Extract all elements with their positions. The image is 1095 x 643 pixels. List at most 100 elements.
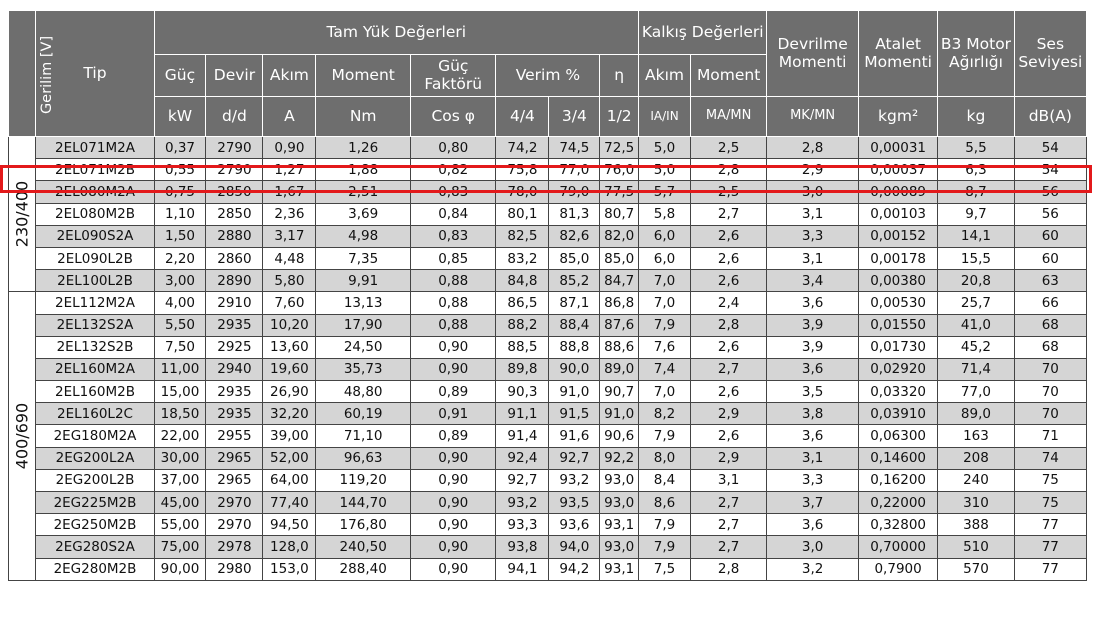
header-eta: η bbox=[599, 54, 640, 97]
table-cell: 82,5 bbox=[495, 224, 550, 248]
table-cell: 54 bbox=[1013, 158, 1088, 182]
unit-mkmn: MK/MN bbox=[766, 96, 859, 137]
table-row: 2EG250M2B 55,00 2970 94,50 176,80 0,90 93,3 93,… bbox=[9, 513, 1088, 537]
table-cell: 93,0 bbox=[599, 468, 640, 493]
table-cell: 0,02920 bbox=[857, 357, 939, 382]
table-cell: 510 bbox=[937, 535, 1015, 559]
table-cell: 91,4 bbox=[495, 424, 550, 448]
table-cell: 20,8 bbox=[937, 269, 1015, 293]
table-cell: 77,40 bbox=[262, 490, 317, 515]
cell-tip: 2EL100L2B bbox=[35, 269, 155, 293]
header-kalkis-moment: Moment bbox=[689, 54, 768, 97]
table-cell: 6,0 bbox=[638, 224, 691, 248]
table-cell: 17,90 bbox=[315, 313, 411, 337]
cell-tip: 2EL132S2A bbox=[35, 313, 155, 337]
table-cell: 2,7 bbox=[689, 202, 768, 226]
table-cell: 0,89 bbox=[409, 424, 497, 448]
table-cell: 5,0 bbox=[638, 158, 691, 182]
table-cell: 89,0 bbox=[937, 402, 1015, 426]
table-cell: 0,90 bbox=[409, 490, 497, 515]
table-cell: 2890 bbox=[205, 269, 264, 293]
header-devir: Devir bbox=[205, 54, 264, 97]
table-cell: 2980 bbox=[205, 557, 264, 581]
unit-dba: dB(A) bbox=[1013, 96, 1088, 137]
voltage-group-cell: 230/400 bbox=[7, 135, 37, 293]
table-cell: 2,6 bbox=[689, 269, 768, 293]
table-cell: 5,80 bbox=[262, 269, 317, 293]
cell-tip: 2EL090S2A bbox=[35, 224, 155, 248]
header-tam-yuk: Tam Yük Değerleri bbox=[153, 10, 640, 55]
table-cell: 72,5 bbox=[599, 135, 640, 160]
table-cell: 240,50 bbox=[315, 535, 411, 559]
table-cell: 163 bbox=[937, 424, 1015, 448]
unit-12: 1/2 bbox=[599, 96, 640, 137]
table-cell: 45,2 bbox=[937, 335, 1015, 359]
table-cell: 52,00 bbox=[262, 446, 317, 470]
table-cell: 2,51 bbox=[315, 180, 411, 204]
table-cell: 56 bbox=[1013, 202, 1088, 226]
table-cell: 3,5 bbox=[766, 380, 859, 404]
table-cell: 4,98 bbox=[315, 224, 411, 248]
table-cell: 75 bbox=[1013, 490, 1088, 515]
table-cell: 37,00 bbox=[153, 468, 207, 493]
table-row: 2EG225M2B 45,00 2970 77,40 144,70 0,90 93,2 93,… bbox=[9, 490, 1088, 515]
table-cell: 153,0 bbox=[262, 557, 317, 581]
table-cell: 2,5 bbox=[689, 180, 768, 204]
table-cell: 3,1 bbox=[689, 468, 768, 493]
table-cell: 68 bbox=[1013, 335, 1088, 359]
table-cell: 77 bbox=[1013, 513, 1088, 537]
table-cell: 2,20 bbox=[153, 246, 207, 271]
table-cell: 2,7 bbox=[689, 535, 768, 559]
table-cell: 3,6 bbox=[766, 424, 859, 448]
table-cell: 208 bbox=[937, 446, 1015, 470]
table-cell: 3,1 bbox=[766, 202, 859, 226]
table-cell: 119,20 bbox=[315, 468, 411, 493]
table-cell: 2,8 bbox=[689, 557, 768, 581]
table-cell: 83,2 bbox=[495, 246, 550, 271]
table-cell: 0,90 bbox=[409, 535, 497, 559]
table-cell: 93,2 bbox=[495, 490, 550, 515]
table-cell: 2,8 bbox=[766, 135, 859, 160]
table-row: 2EG200L2A 30,00 2965 52,00 96,63 0,90 92,4 92,7… bbox=[9, 446, 1088, 470]
table-cell: 0,00530 bbox=[857, 291, 939, 315]
table-cell: 570 bbox=[937, 557, 1015, 581]
cell-tip: 2EL071M2A bbox=[35, 135, 155, 160]
table-cell: 30,00 bbox=[153, 446, 207, 470]
table-cell: 2910 bbox=[205, 291, 264, 315]
table-cell: 88,6 bbox=[599, 335, 640, 359]
table-cell: 88,4 bbox=[548, 313, 601, 337]
table-cell: 24,50 bbox=[315, 335, 411, 359]
table-cell: 60 bbox=[1013, 224, 1088, 248]
table-cell: 0,90 bbox=[262, 135, 317, 160]
table-cell: 41,0 bbox=[937, 313, 1015, 337]
table-cell: 91,0 bbox=[599, 402, 640, 426]
table-cell: 93,8 bbox=[495, 535, 550, 559]
table-cell: 0,00380 bbox=[857, 269, 939, 293]
table-cell: 7,35 bbox=[315, 246, 411, 271]
table-cell: 94,0 bbox=[548, 535, 601, 559]
table-cell: 85,0 bbox=[548, 246, 601, 271]
table-cell: 93,0 bbox=[599, 535, 640, 559]
table-cell: 54 bbox=[1013, 135, 1088, 160]
table-cell: 84,8 bbox=[495, 269, 550, 293]
table-cell: 0,80 bbox=[409, 135, 497, 160]
table-cell: 87,1 bbox=[548, 291, 601, 315]
table-cell: 3,0 bbox=[766, 180, 859, 204]
table-cell: 94,1 bbox=[495, 557, 550, 581]
table-row: 230/400 2EL071M2A 0,37 2790 0,90 1,26 0,80 74,2… bbox=[7, 135, 1088, 293]
table-cell: 19,60 bbox=[262, 357, 317, 382]
table-cell: 75,8 bbox=[495, 158, 550, 182]
table-cell: 86,5 bbox=[495, 291, 550, 315]
table-cell: 2790 bbox=[205, 135, 264, 160]
table-cell: 2,7 bbox=[689, 357, 768, 382]
table-cell: 71 bbox=[1013, 424, 1088, 448]
header-devrilme: Devrilme Momenti bbox=[766, 10, 859, 97]
table-cell: 0,03910 bbox=[857, 402, 939, 426]
table-cell: 75 bbox=[1013, 468, 1088, 493]
table-cell: 93,5 bbox=[548, 490, 601, 515]
cell-tip: 2EG280S2A bbox=[35, 535, 155, 559]
cell-tip: 2EL112M2A bbox=[35, 291, 155, 315]
table-cell: 93,0 bbox=[599, 490, 640, 515]
table-cell: 0,55 bbox=[153, 158, 207, 182]
table-cell: 2965 bbox=[205, 468, 264, 493]
